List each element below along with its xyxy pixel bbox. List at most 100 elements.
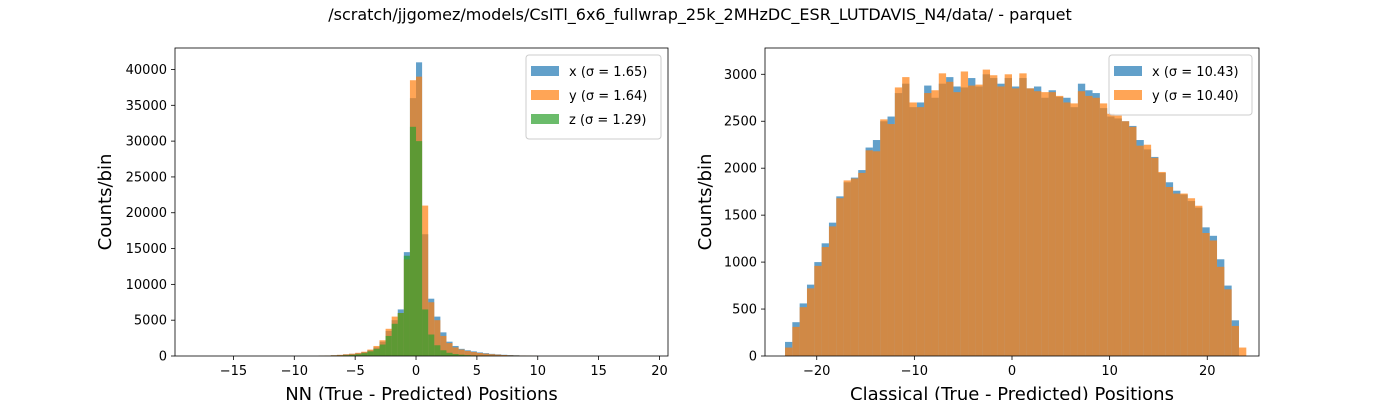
legend-label: y (σ = 1.64) — [569, 89, 647, 104]
histogram-bar — [1224, 289, 1232, 356]
x-tick-label: 5 — [473, 364, 481, 379]
histogram-bar — [828, 226, 837, 356]
y-axis-label: Counts/bin — [695, 154, 716, 251]
histogram-bar — [1180, 193, 1188, 356]
histogram-bar — [1019, 73, 1027, 356]
histogram-bar — [1033, 91, 1042, 356]
histogram-bar — [440, 335, 447, 356]
histogram-bar — [1121, 121, 1130, 357]
histogram-bar — [355, 354, 362, 356]
legend-swatch — [531, 66, 559, 76]
y-tick-label: 2500 — [724, 115, 757, 130]
histogram-bar — [367, 351, 374, 356]
x-tick-label: 10 — [529, 364, 546, 379]
histogram-bar — [1092, 97, 1100, 356]
legend-swatch — [1114, 90, 1142, 100]
y-tick-label: 1000 — [724, 256, 757, 271]
x-tick-label: −10 — [901, 364, 928, 379]
histogram-bar — [391, 323, 398, 356]
histogram-bar — [865, 150, 873, 356]
histogram-bar — [1048, 92, 1056, 356]
histogram-bar — [821, 247, 829, 356]
histogram-bar — [836, 198, 844, 356]
histogram-bar — [1165, 186, 1174, 356]
histogram-bar — [422, 309, 429, 356]
x-axis-label: Classical (True - Predicted) Positions — [850, 384, 1174, 400]
histogram-bar — [1173, 193, 1181, 356]
histogram-bar — [1217, 266, 1225, 356]
histogram-bar — [1077, 91, 1086, 356]
histogram-bar — [482, 353, 490, 356]
histogram-bar — [931, 90, 939, 356]
histogram-bar — [458, 349, 465, 356]
histogram-bar — [792, 326, 800, 356]
histogram-bar — [422, 205, 429, 356]
y-tick-label: 30000 — [126, 135, 167, 150]
histogram-bar — [349, 354, 356, 356]
histogram-bar — [428, 334, 435, 356]
histogram-bar — [403, 255, 410, 356]
histogram-bar — [1187, 198, 1196, 356]
histogram-bar — [1041, 92, 1049, 356]
histogram-bar — [814, 265, 822, 356]
histogram-bar — [880, 119, 888, 357]
legend-box — [525, 54, 662, 140]
histogram-bar — [446, 352, 453, 356]
histogram-bar — [1055, 95, 1064, 356]
y-tick-label: 3000 — [724, 68, 757, 83]
figure-title: /scratch/jjgomez/models/CsITl_6x6_fullwr… — [328, 5, 1072, 25]
histogram-bar — [476, 352, 483, 356]
histogram-bar — [785, 347, 793, 356]
histogram-bar — [997, 86, 1005, 356]
histogram-bar — [960, 71, 969, 356]
histogram-bar — [1209, 240, 1218, 356]
legend: x (σ = 1.65) y (σ = 1.64) z (σ = 1.29) — [525, 54, 662, 140]
histogram-bar — [373, 348, 380, 356]
y-tick-label: 15000 — [126, 242, 167, 257]
histogram-bar — [458, 354, 465, 356]
histogram-bar — [464, 355, 471, 356]
histogram-bar — [858, 172, 866, 356]
x-tick-label: 20 — [651, 364, 668, 379]
histogram-bar — [1151, 157, 1159, 356]
histogram-bar — [850, 178, 859, 356]
x-tick-label: −10 — [281, 364, 308, 379]
y-tick-label: 20000 — [126, 206, 167, 221]
legend-label: x (σ = 10.43) — [1152, 65, 1239, 80]
y-tick-label: 40000 — [126, 63, 167, 78]
histogram-bar — [946, 81, 954, 357]
histogram-bar — [990, 75, 998, 357]
histogram-bar — [397, 313, 404, 356]
x-axis-label: NN (True - Predicted) Positions — [285, 384, 558, 400]
histogram-bar — [440, 350, 447, 356]
x-tick-label: 20 — [1199, 364, 1216, 379]
histogram-bar — [336, 354, 343, 356]
series-1-bars — [785, 69, 1247, 357]
histogram-bar — [495, 354, 502, 356]
histogram-bar — [902, 77, 910, 357]
legend-box — [1108, 54, 1253, 116]
legend-label: y (σ = 10.40) — [1152, 89, 1239, 104]
histogram-bar — [968, 85, 976, 356]
histogram-bar — [799, 307, 807, 356]
histogram-bar — [1143, 144, 1152, 356]
histogram-bar — [975, 84, 983, 356]
histogram-bar — [843, 180, 851, 356]
legend-label: x (σ = 1.65) — [569, 65, 647, 80]
histogram-bar — [385, 335, 392, 356]
histogram-bar — [1085, 95, 1093, 356]
histogram-bar — [1202, 232, 1210, 356]
legend-swatch — [531, 90, 559, 100]
histogram-bar — [953, 92, 961, 356]
histogram-bar — [452, 353, 459, 356]
y-tick-label: 35000 — [126, 99, 167, 114]
nn-histogram-panel: −15 −10 −5 0 5 10 15 20 0 5000 10000 15000 20000 2500… — [95, 47, 669, 400]
histogram-bar — [1238, 347, 1247, 356]
legend-swatch — [1114, 66, 1142, 76]
histogram-bar — [1114, 115, 1122, 356]
histogram-bar — [1070, 103, 1078, 356]
y-tick-label: 2000 — [724, 162, 757, 177]
y-tick-label: 500 — [732, 303, 757, 318]
histogram-bar — [894, 87, 903, 356]
histogram-bar — [452, 347, 459, 356]
